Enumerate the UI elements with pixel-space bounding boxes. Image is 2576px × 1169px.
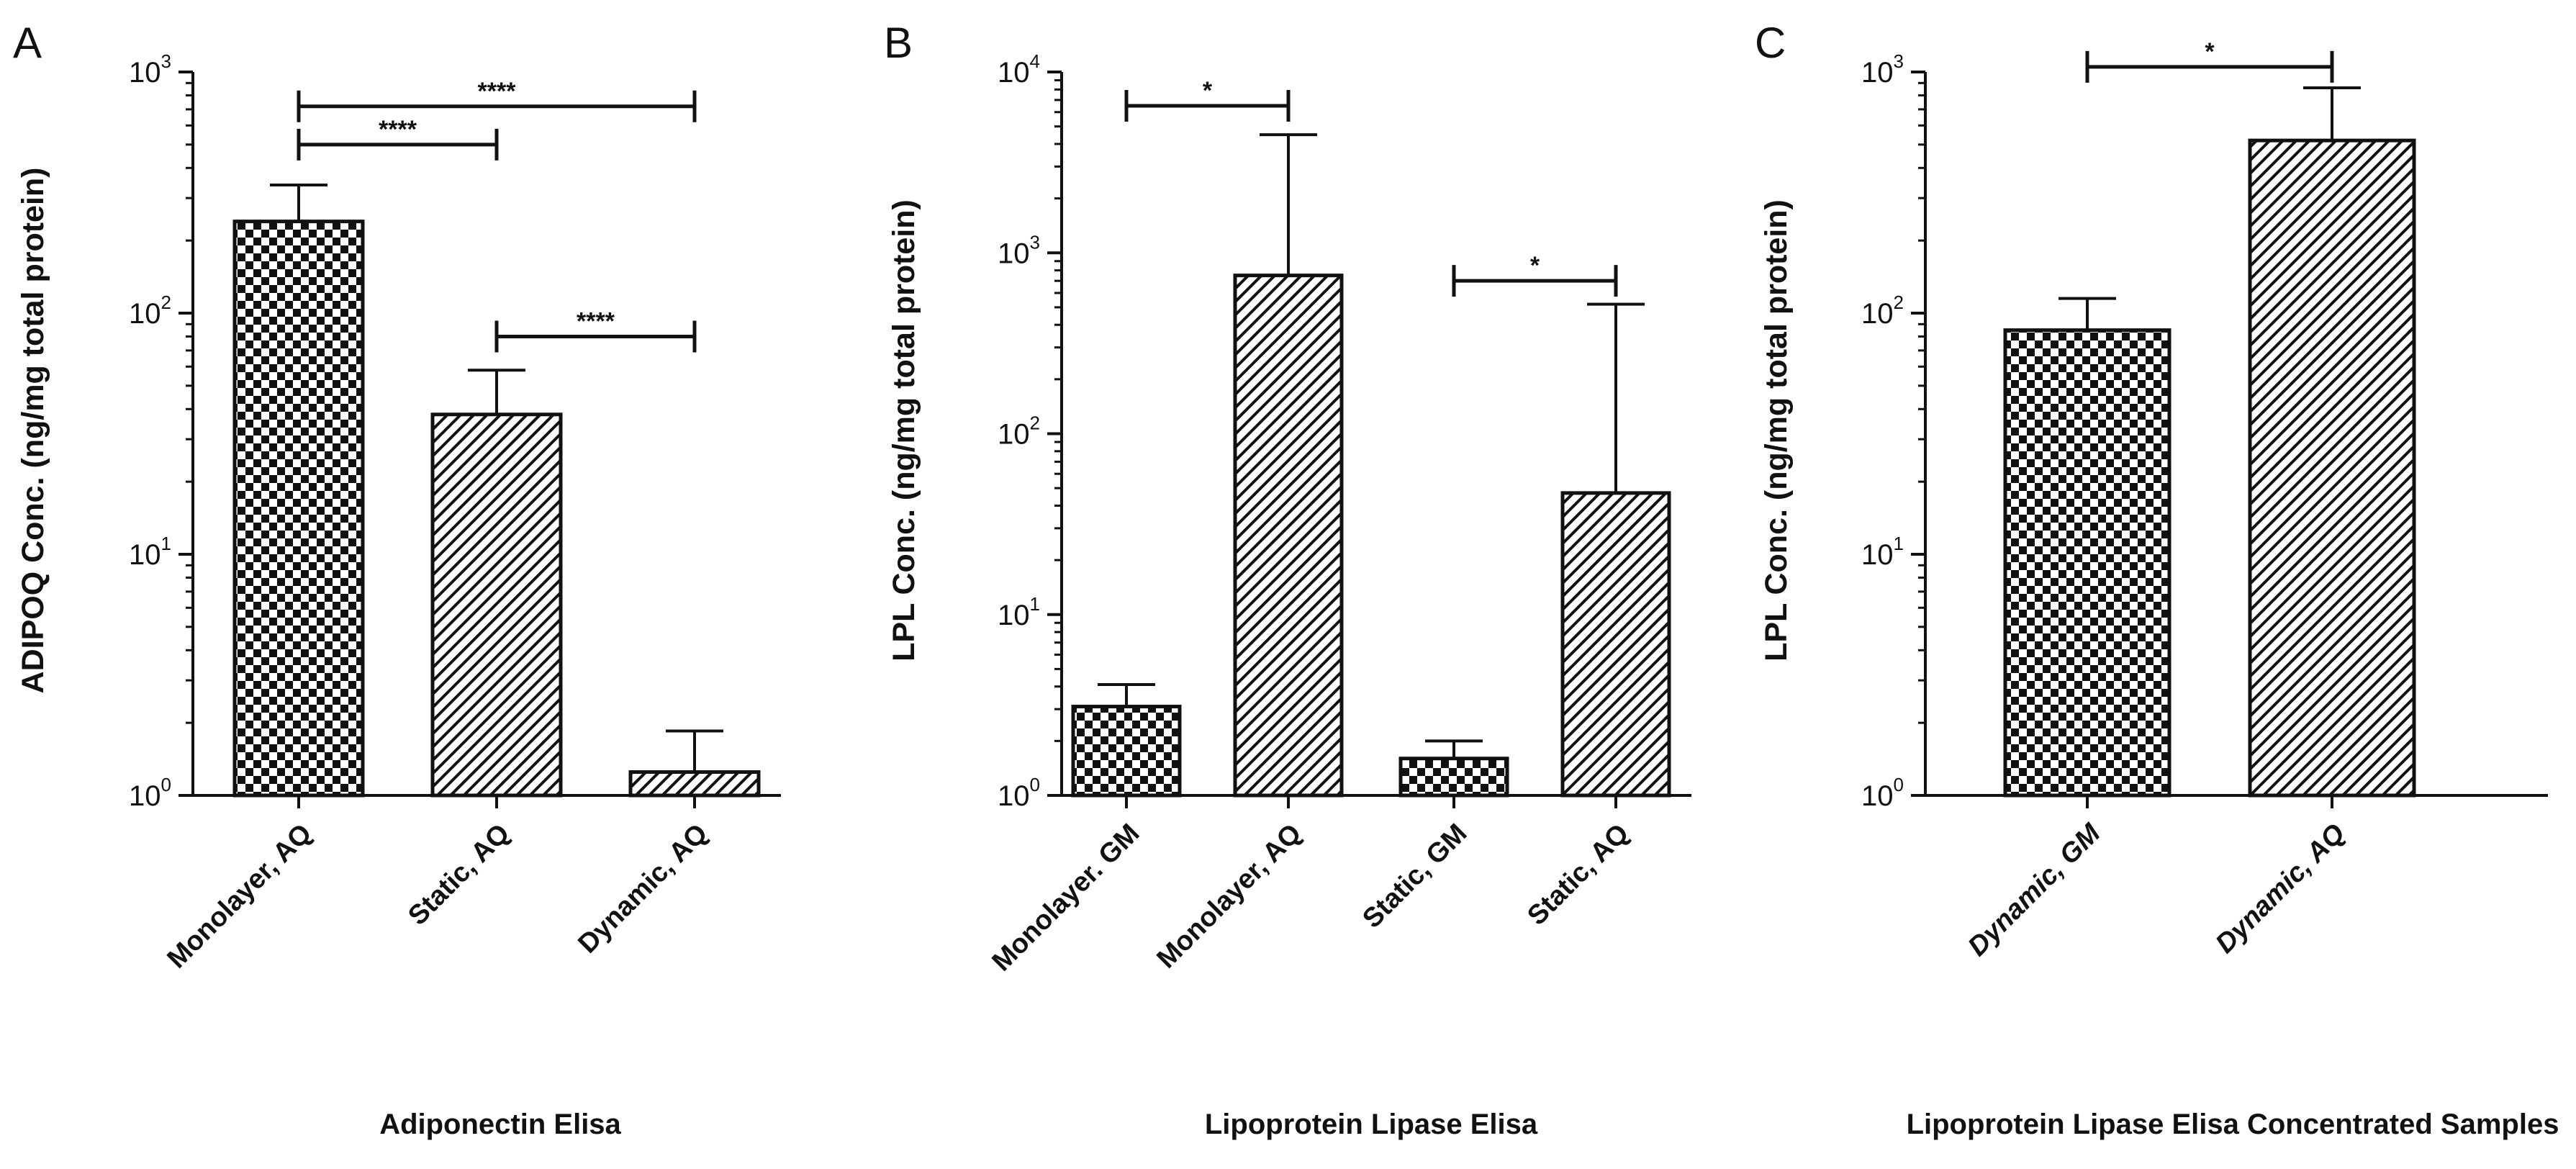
bar	[1560, 491, 1671, 798]
x-tick-label: Dynamic, GM	[1962, 818, 2107, 962]
panel-b: B LPL Conc. (ng/mg total protein) Lipopr…	[884, 19, 1691, 1140]
x-tick-label: Dynamic, AQ	[572, 818, 713, 960]
bar	[2248, 138, 2416, 798]
x-tick-label: Static, AQ	[1522, 818, 1635, 931]
x-tick-label: Dynamic, AQ	[2210, 818, 2351, 960]
significance-label: *	[1530, 252, 1540, 279]
y-tick-label: 103	[998, 231, 1040, 269]
y-tick-label: 102	[1861, 292, 1904, 330]
x-tick-label: Monolayer, AQ	[1152, 818, 1308, 975]
significance-label: *	[1203, 77, 1213, 104]
panel-c-x-axis-title: Lipoprotein Lipase Elisa Concentrated Sa…	[1907, 1109, 2559, 1140]
y-tick-label: 100	[1861, 774, 1904, 812]
y-tick-label: 103	[129, 50, 171, 89]
bar	[1398, 757, 1509, 798]
y-tick-label: 100	[129, 774, 171, 812]
bar	[628, 770, 761, 798]
panel-a-y-axis-label: ADIPOQ Conc. (ng/mg total protein)	[16, 168, 50, 694]
y-tick-label: 103	[1861, 50, 1904, 89]
bar	[2003, 328, 2171, 798]
significance-label: *	[2205, 38, 2215, 66]
panel-letter-b: B	[884, 19, 913, 67]
significance-label: ****	[577, 307, 615, 335]
panel-c-plot: 100 101 102 103 Dynamic, GM Dynamic, AQ *	[1861, 38, 2548, 962]
panel-a: A ADIPOQ Conc. (ng/mg total protein) Adi…	[13, 19, 781, 1140]
bar	[1071, 705, 1182, 798]
significance-label: ****	[379, 116, 417, 143]
bar	[430, 412, 563, 798]
panel-c: C LPL Conc. (ng/mg total protein) Lipopr…	[1755, 19, 2559, 1140]
x-tick-label: Static, GM	[1357, 818, 1473, 934]
x-tick-label: Static, AQ	[402, 818, 515, 931]
panel-b-plot: 100 101 102 103 104 Monolayer. GM Monolayer, A…	[987, 50, 1691, 977]
x-tick-label: Monolayer, AQ	[162, 818, 318, 975]
significance-label: ****	[478, 78, 517, 105]
y-tick-label: 102	[129, 292, 171, 330]
y-tick-label: 101	[1861, 533, 1904, 571]
x-tick-label: Monolayer. GM	[987, 818, 1146, 978]
bar	[1233, 274, 1344, 798]
panel-c-y-axis-label: LPL Conc. (ng/mg total protein)	[1759, 199, 1794, 662]
y-tick-label: 104	[998, 50, 1040, 89]
panel-b-y-axis-label: LPL Conc. (ng/mg total protein)	[887, 199, 921, 662]
panel-letter-c: C	[1755, 19, 1786, 67]
y-tick-label: 102	[998, 412, 1040, 451]
panel-letter-a: A	[13, 19, 42, 67]
panel-b-x-axis-title: Lipoprotein Lipase Elisa	[1205, 1109, 1538, 1140]
y-tick-label: 101	[129, 533, 171, 571]
bar	[232, 220, 365, 798]
y-tick-label: 100	[998, 774, 1040, 812]
panel-a-plot: 100 101 102 103 Monolayer, AQ Static, AQ Dynam…	[129, 50, 781, 975]
panel-a-x-axis-title: Adiponectin Elisa	[379, 1109, 621, 1140]
y-tick-label: 101	[998, 593, 1040, 631]
